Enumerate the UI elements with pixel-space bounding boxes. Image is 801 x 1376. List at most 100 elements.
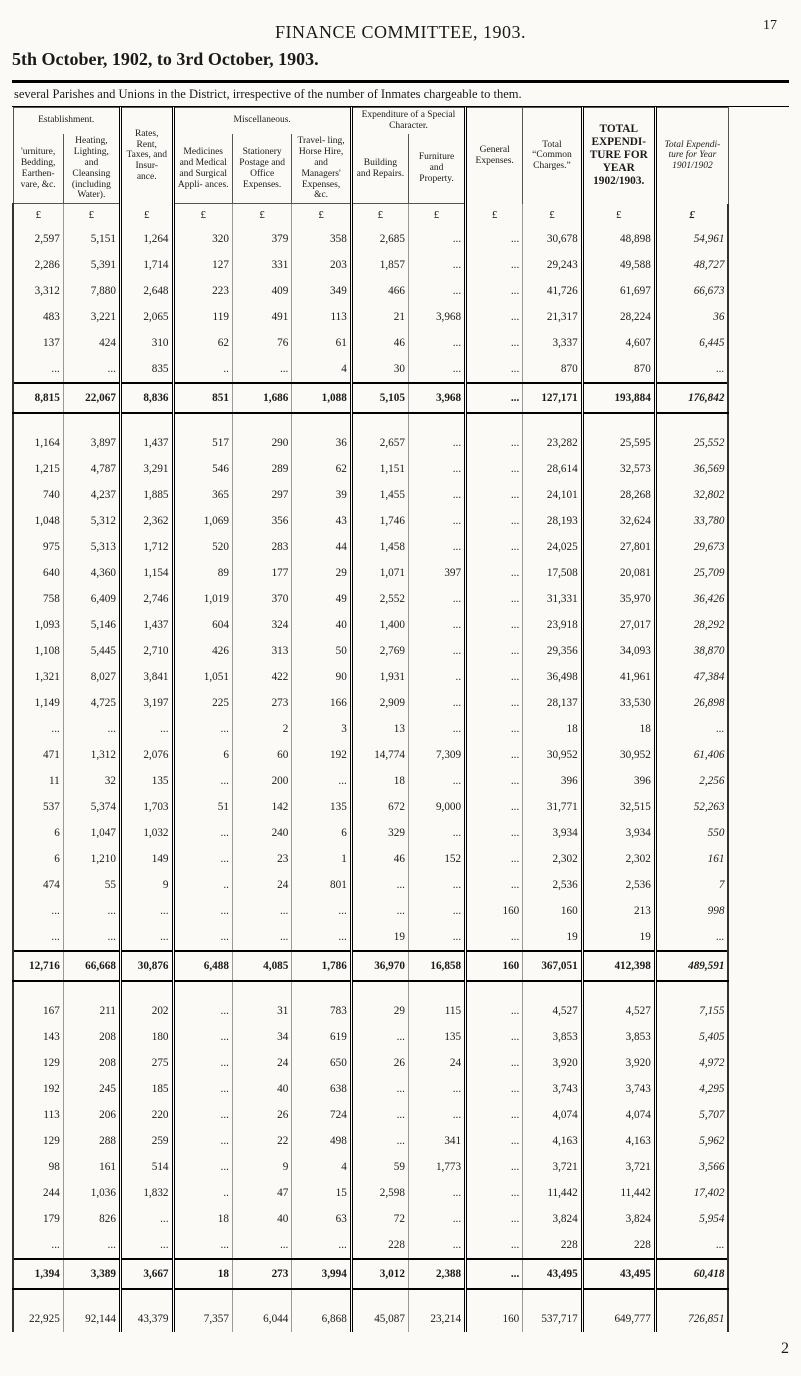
cell: 225 bbox=[173, 690, 232, 716]
cell: ... bbox=[13, 898, 63, 924]
total-cell: 1,786 bbox=[292, 951, 351, 981]
cell: 4 bbox=[292, 356, 351, 383]
cell: 9 bbox=[120, 872, 173, 898]
cell: ... bbox=[63, 356, 120, 383]
cell: 7,155 bbox=[655, 998, 728, 1024]
cell: 1,154 bbox=[120, 560, 173, 586]
cell: 2,598 bbox=[351, 1180, 408, 1206]
hdr-total-common: Total “Common Charges.” bbox=[523, 108, 582, 204]
cell: ... bbox=[408, 1232, 465, 1259]
cell: 60 bbox=[232, 742, 291, 768]
cell: 18 bbox=[523, 716, 582, 742]
table-row: 1,0935,1461,437604324401,400......23,918… bbox=[13, 612, 788, 638]
cell: 466 bbox=[351, 278, 408, 304]
cell: 3,934 bbox=[582, 820, 655, 846]
cell: 45,087 bbox=[351, 1306, 408, 1332]
currency-cell: £ bbox=[582, 204, 655, 227]
cell: 2,286 bbox=[13, 252, 63, 278]
table-row: 5375,3741,703511421356729,000...31,77132… bbox=[13, 794, 788, 820]
cell: ... bbox=[408, 716, 465, 742]
total-cell: ... bbox=[466, 1259, 523, 1289]
cell: ... bbox=[173, 998, 232, 1024]
cell: ... bbox=[173, 1024, 232, 1050]
cell: 365 bbox=[173, 482, 232, 508]
cell: 14,774 bbox=[351, 742, 408, 768]
cell: 2,076 bbox=[120, 742, 173, 768]
cell: 3,853 bbox=[523, 1024, 582, 1050]
cell: 180 bbox=[120, 1024, 173, 1050]
table-row: 2,5975,1511,2643203793582,685......30,67… bbox=[13, 226, 788, 252]
cell: ... bbox=[232, 924, 291, 951]
cell: .. bbox=[173, 356, 232, 383]
table-header: Establishment. Rates, Rent, Taxes, and I… bbox=[13, 108, 788, 204]
total-cell: 6,488 bbox=[173, 951, 232, 981]
cell: ... bbox=[466, 1076, 523, 1102]
cell: ... bbox=[466, 846, 523, 872]
total-cell: 4,085 bbox=[232, 951, 291, 981]
cell: 177 bbox=[232, 560, 291, 586]
cell: 185 bbox=[120, 1076, 173, 1102]
cell: 3,897 bbox=[63, 430, 120, 456]
cell: 1,215 bbox=[13, 456, 63, 482]
total-cell: 489,591 bbox=[655, 951, 728, 981]
cell: 5,445 bbox=[63, 638, 120, 664]
currency-cell: £ bbox=[173, 204, 232, 227]
section-gap bbox=[13, 413, 788, 430]
cell: 520 bbox=[173, 534, 232, 560]
cell: 25,552 bbox=[655, 430, 728, 456]
table-row: 129208275...246502624...3,9203,9204,972 bbox=[13, 1050, 788, 1076]
cell: 758 bbox=[13, 586, 63, 612]
cell: ... bbox=[408, 430, 465, 456]
cell: 166 bbox=[292, 690, 351, 716]
cell: 422 bbox=[232, 664, 291, 690]
cell: 975 bbox=[13, 534, 63, 560]
cell: 32 bbox=[63, 768, 120, 794]
section-gap bbox=[13, 981, 788, 998]
cell: ... bbox=[408, 612, 465, 638]
cell: 129 bbox=[13, 1050, 63, 1076]
cell: 396 bbox=[523, 768, 582, 794]
cell: 22 bbox=[232, 1128, 291, 1154]
cell: 5,374 bbox=[63, 794, 120, 820]
cell: ... bbox=[120, 924, 173, 951]
cell: 43 bbox=[292, 508, 351, 534]
cell: 3,743 bbox=[523, 1076, 582, 1102]
cell: ... bbox=[466, 1050, 523, 1076]
table-row: 167211202...3178329115...4,5274,5277,155 bbox=[13, 998, 788, 1024]
cell: 39 bbox=[292, 482, 351, 508]
cell: ... bbox=[466, 690, 523, 716]
cell: ... bbox=[655, 1232, 728, 1259]
cell: ... bbox=[232, 356, 291, 383]
cell: 379 bbox=[232, 226, 291, 252]
cell: 650 bbox=[292, 1050, 351, 1076]
cell: 23,918 bbox=[523, 612, 582, 638]
cell: 24 bbox=[408, 1050, 465, 1076]
hdr-total-prev: Total Expendi- ture for Year 1901/1902 bbox=[655, 108, 728, 204]
cell: 310 bbox=[120, 330, 173, 356]
cell: 870 bbox=[523, 356, 582, 383]
cell: ... bbox=[351, 1076, 408, 1102]
total-cell: 36,970 bbox=[351, 951, 408, 981]
cell: 228 bbox=[351, 1232, 408, 1259]
footer-page-num: 2 bbox=[12, 1340, 789, 1358]
cell: 29 bbox=[351, 998, 408, 1024]
cell: ... bbox=[466, 924, 523, 951]
cell: 2,657 bbox=[351, 430, 408, 456]
cell: 40 bbox=[292, 612, 351, 638]
cell: ... bbox=[466, 356, 523, 383]
cell: 192 bbox=[13, 1076, 63, 1102]
cell: 288 bbox=[63, 1128, 120, 1154]
cell: 4,163 bbox=[523, 1128, 582, 1154]
cell: ... bbox=[63, 898, 120, 924]
cell: 3,721 bbox=[523, 1154, 582, 1180]
cell: ... bbox=[173, 768, 232, 794]
cell: 38,870 bbox=[655, 638, 728, 664]
table-row: 2,2865,3911,7141273312031,857......29,24… bbox=[13, 252, 788, 278]
cell: 54,961 bbox=[655, 226, 728, 252]
currency-cell: £ bbox=[13, 204, 63, 227]
cell: 11,442 bbox=[582, 1180, 655, 1206]
total-cell: 3,012 bbox=[351, 1259, 408, 1289]
table-row: 4833,2212,065119491113213,968...21,31728… bbox=[13, 304, 788, 330]
cell: 1,931 bbox=[351, 664, 408, 690]
cell: ... bbox=[408, 924, 465, 951]
